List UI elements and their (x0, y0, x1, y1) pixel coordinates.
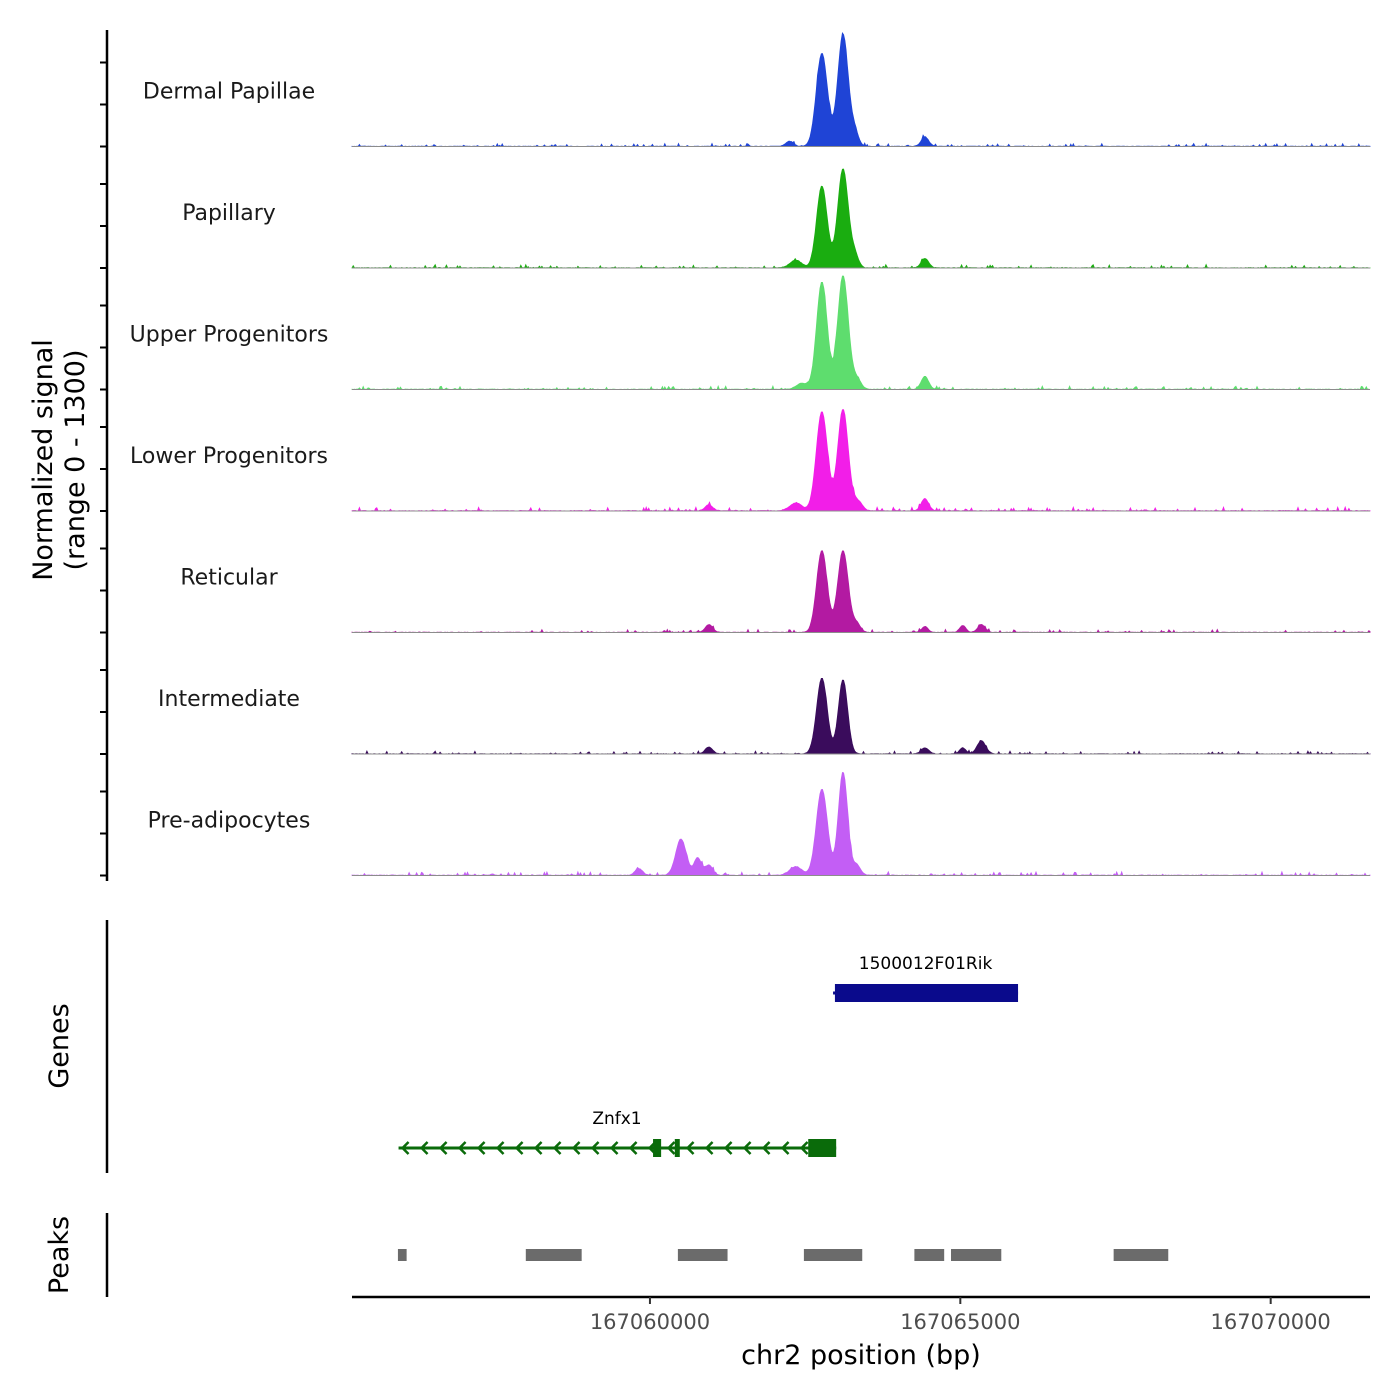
track-label: Dermal Papillae (143, 80, 315, 105)
gene-strand-arrow (704, 1141, 714, 1155)
track-label: Papillary (182, 201, 276, 226)
gene-model: 1500012F01Rik (833, 954, 1019, 1002)
coverage-track: Pre-adipocytes (148, 772, 1371, 877)
x-tick-label: 167065000 (900, 1310, 1020, 1334)
coverage-area (351, 409, 1371, 512)
gene-strand-arrow (590, 1141, 600, 1155)
genes-y-axis-title: Genes (44, 1003, 75, 1088)
gene-strand-arrow (400, 1141, 410, 1155)
gene-strand-arrow (723, 1141, 733, 1155)
track-label: Upper Progenitors (130, 323, 329, 348)
peak-region (914, 1249, 945, 1261)
gene-strand-arrow (628, 1141, 638, 1155)
genes-panel: Genes 1500012F01Rik Znfx1 (44, 920, 1019, 1173)
gene-strand-arrow (761, 1141, 771, 1155)
peak-region (951, 1249, 1002, 1261)
coverage-y-axis-title: Normalized signal (28, 339, 59, 581)
track-label: Reticular (180, 566, 278, 591)
gene-strand-arrow (685, 1141, 695, 1155)
peak-region (397, 1249, 407, 1261)
track-label: Intermediate (158, 687, 300, 712)
coverage-area (351, 772, 1371, 877)
coverage-area (351, 275, 1371, 391)
gene-strand-arrow (799, 1141, 809, 1155)
gene-strand-arrow (476, 1141, 486, 1155)
coverage-y-axis-range: (range 0 - 1300) (60, 350, 91, 571)
coverage-area (351, 678, 1371, 755)
gene-strand-arrow (438, 1141, 448, 1155)
gene-strand-arrow (457, 1141, 467, 1155)
gene-strand-arrow (514, 1141, 524, 1155)
coverage-track: Upper Progenitors (130, 275, 1371, 391)
gene-label: Znfx1 (592, 1109, 641, 1129)
gene-strand-arrow (609, 1141, 619, 1155)
peak-region (803, 1249, 863, 1261)
x-axis-title: chr2 position (bp) (741, 1340, 981, 1371)
gene-model: Znfx1 (398, 1109, 837, 1157)
gene-strand-arrow (533, 1141, 543, 1155)
track-label: Lower Progenitors (130, 444, 328, 469)
track-label: Pre-adipocytes (148, 809, 311, 834)
x-axis: 167060000 167065000 167070000 chr2 positio… (352, 1295, 1370, 1371)
gene-label: 1500012F01Rik (859, 954, 993, 974)
coverage-area (351, 550, 1371, 634)
coverage-panel: Normalized signal (range 0 - 1300) Derma… (28, 30, 1371, 881)
gene-exon (834, 984, 1019, 1002)
x-tick-label: 167060000 (590, 1310, 710, 1334)
gene-strand-arrow (780, 1141, 790, 1155)
coverage-y-ticks (100, 61, 107, 877)
coverage-tracks: Dermal Papillae Papillary Upper Progenitor… (130, 31, 1371, 877)
coverage-area (351, 31, 1371, 148)
gene-strand-arrow (495, 1141, 505, 1155)
gene-strand-arrow (552, 1141, 562, 1155)
peak-region (1113, 1249, 1169, 1261)
gene-exon (653, 1139, 662, 1157)
coverage-track: Dermal Papillae (143, 31, 1371, 148)
x-axis-ticks: 167060000 167065000 167070000 (590, 1297, 1331, 1334)
gene-strand-arrow (666, 1141, 676, 1155)
gene-models: 1500012F01Rik Znfx1 (398, 954, 1019, 1157)
gene-exon (674, 1139, 680, 1157)
peak-region (525, 1249, 582, 1261)
gene-strand-arrow (742, 1141, 752, 1155)
coverage-track: Intermediate (158, 678, 1371, 755)
coverage-area (351, 168, 1371, 269)
gene-strand-arrow (571, 1141, 581, 1155)
x-tick-label: 167070000 (1211, 1310, 1331, 1334)
gene-exon (808, 1139, 837, 1157)
coverage-track: Papillary (182, 168, 1371, 269)
coverage-track: Lower Progenitors (130, 409, 1371, 512)
peaks-panel: Peaks (44, 1213, 1169, 1297)
peak-region (677, 1249, 728, 1261)
gene-strand-arrow (419, 1141, 429, 1155)
peak-regions (397, 1249, 1169, 1261)
peaks-y-axis-title: Peaks (44, 1216, 75, 1294)
coverage-track: Reticular (180, 550, 1371, 634)
